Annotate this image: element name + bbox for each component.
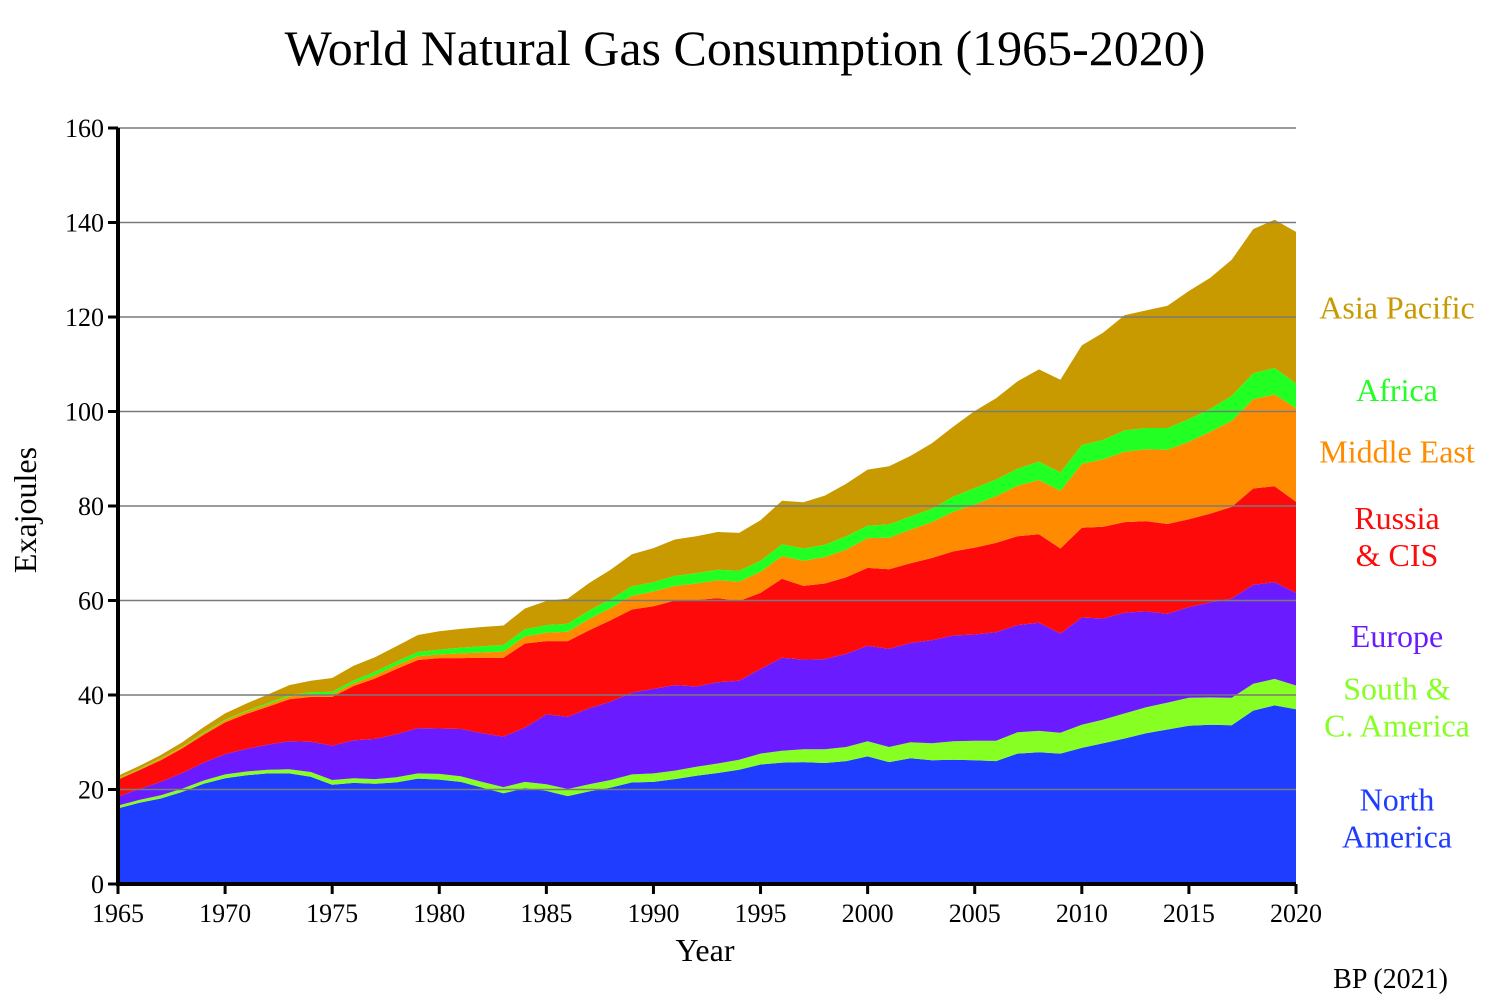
series-label-line: Europe	[1351, 618, 1443, 654]
series-label-line: North	[1360, 781, 1435, 817]
series-label-6: Asia Pacific	[1319, 290, 1475, 326]
x-tick-label: 2000	[842, 899, 894, 928]
x-tick-label: 2005	[949, 899, 1001, 928]
area-series-3	[118, 486, 1296, 797]
area-series-1	[118, 678, 1296, 809]
x-tick-label: 1970	[199, 899, 251, 928]
series-label-4: Middle East	[1319, 434, 1475, 470]
series-label-0: North America	[1342, 781, 1452, 854]
x-tick-label: 2010	[1056, 899, 1108, 928]
area-series-6	[118, 219, 1296, 779]
series-label-line: South &	[1343, 670, 1451, 706]
series-label-1: South & C. America	[1324, 670, 1470, 743]
area-series-5	[118, 368, 1296, 779]
series-label-line: Middle East	[1319, 434, 1475, 470]
series-label-5: Africa	[1356, 372, 1438, 408]
y-tick-label: 20	[78, 776, 104, 805]
y-tick-label: 60	[78, 587, 104, 616]
x-tick-label: 2020	[1270, 899, 1322, 928]
series-label-2: Europe	[1351, 618, 1443, 654]
y-tick-label: 100	[65, 398, 104, 427]
area-series-0	[118, 705, 1296, 884]
x-tick-label: 1990	[627, 899, 679, 928]
area-series-4	[118, 394, 1296, 780]
y-tick-label: 140	[65, 209, 104, 238]
source-note: BP (2021)	[1333, 964, 1448, 995]
series-label-line: Russia	[1354, 500, 1439, 536]
axes: 0 20 40 60 80 100 120 140 160 1965 1970 1975 1980 198…	[65, 114, 1322, 928]
x-tick-label: 1965	[92, 899, 144, 928]
gridlines	[118, 127, 1296, 791]
y-tick-label: 120	[65, 303, 104, 332]
x-tick-label: 2015	[1163, 899, 1215, 928]
x-tick-label: 1975	[306, 899, 358, 928]
series-label-line: Asia Pacific	[1319, 290, 1475, 326]
series-label-3: Russia & CIS	[1354, 500, 1439, 573]
series-label-line: America	[1342, 818, 1452, 854]
y-tick-label: 40	[78, 681, 104, 710]
series-labels: North America South & C. America Europe Russi…	[1319, 290, 1475, 855]
series-label-line: & CIS	[1356, 537, 1439, 573]
y-tick-label: 0	[91, 870, 104, 899]
y-tick-label: 160	[65, 114, 104, 143]
x-tick-label: 1980	[413, 899, 465, 928]
series-label-line: Africa	[1356, 372, 1438, 408]
area-series-2	[118, 582, 1296, 806]
y-axis-title: Exajoules	[7, 447, 43, 573]
chart-title: World Natural Gas Consumption (1965-2020…	[285, 20, 1206, 76]
x-tick-label: 1995	[735, 899, 787, 928]
x-tick-label: 1985	[520, 899, 572, 928]
stacked-areas	[118, 219, 1296, 884]
y-tick-label: 80	[78, 492, 104, 521]
x-axis-title: Year	[676, 932, 735, 968]
series-label-line: C. America	[1324, 707, 1470, 743]
